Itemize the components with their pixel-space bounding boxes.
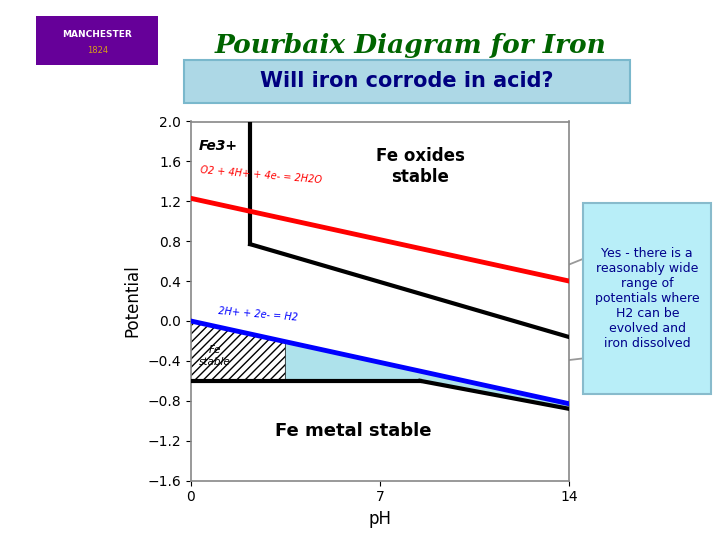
Text: Fe metal stable: Fe metal stable — [274, 422, 431, 440]
Text: Fe3+: Fe3+ — [199, 139, 238, 153]
FancyBboxPatch shape — [184, 60, 630, 103]
Text: 2H+ + 2e- = H2: 2H+ + 2e- = H2 — [218, 306, 298, 322]
Text: Fe oxides
stable: Fe oxides stable — [376, 147, 464, 186]
Text: Fe
stable: Fe stable — [199, 345, 231, 367]
Text: O2 + 4H+ + 4e- = 2H2O: O2 + 4H+ + 4e- = 2H2O — [200, 165, 323, 185]
Text: Yes - there is a
reasonably wide
range of
potentials where
H2 can be
evolved and: Yes - there is a reasonably wide range o… — [595, 247, 700, 350]
Y-axis label: Potential: Potential — [124, 265, 142, 338]
Text: 1824: 1824 — [86, 46, 108, 55]
X-axis label: pH: pH — [369, 510, 391, 528]
Text: MANCHESTER: MANCHESTER — [63, 30, 132, 38]
Text: Pourbaix Diagram for Iron: Pourbaix Diagram for Iron — [215, 33, 606, 58]
Text: Will iron corrode in acid?: Will iron corrode in acid? — [260, 71, 554, 91]
FancyBboxPatch shape — [36, 16, 158, 65]
FancyBboxPatch shape — [583, 202, 711, 394]
